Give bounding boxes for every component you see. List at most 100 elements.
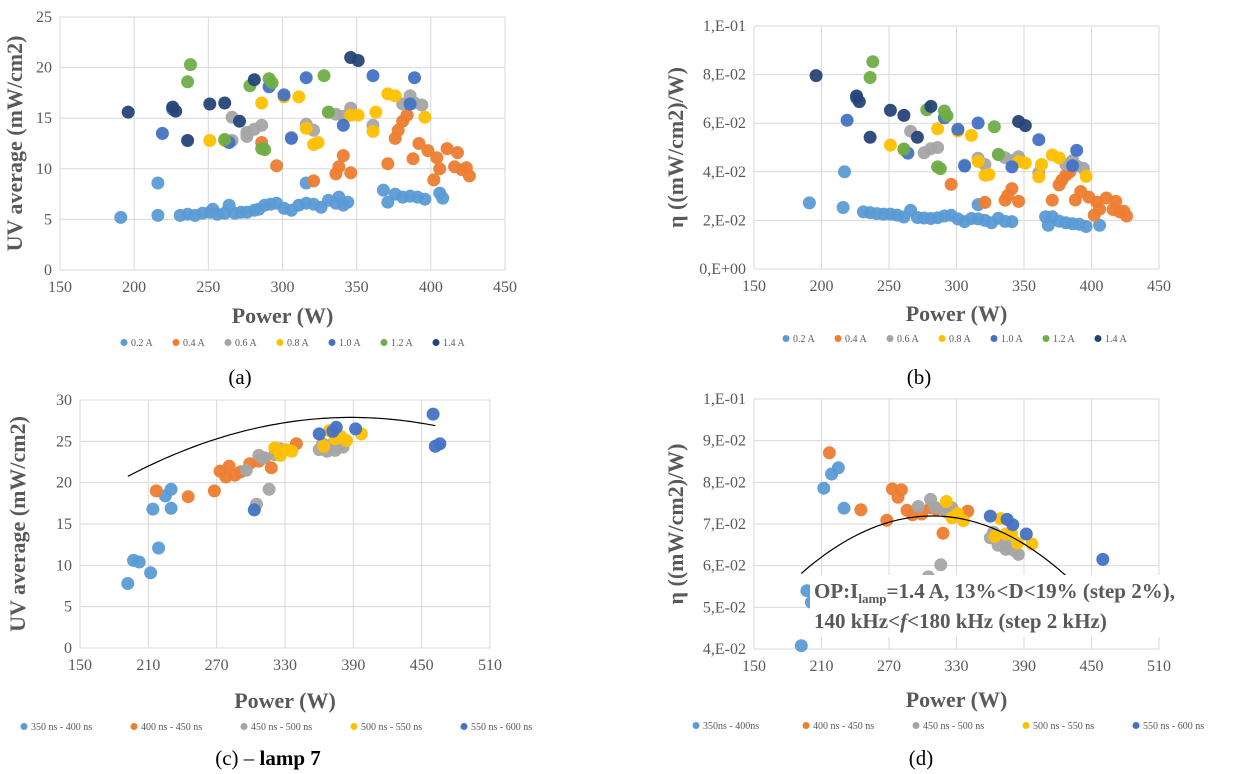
data-point bbox=[146, 503, 159, 516]
x-tick-label: 200 bbox=[122, 279, 146, 296]
data-point bbox=[218, 133, 231, 146]
data-point bbox=[992, 148, 1005, 161]
data-point bbox=[982, 168, 995, 181]
y-tick-label: 15 bbox=[56, 516, 72, 533]
x-tick-label: 330 bbox=[273, 657, 297, 674]
data-point bbox=[352, 54, 365, 67]
legend-label: 0.8 A bbox=[949, 334, 971, 345]
data-point bbox=[1093, 203, 1106, 216]
data-point bbox=[1053, 151, 1066, 164]
data-point bbox=[278, 88, 291, 101]
data-point bbox=[233, 115, 246, 128]
data-point bbox=[1032, 170, 1045, 183]
data-point bbox=[803, 196, 816, 209]
legend-marker bbox=[693, 722, 700, 729]
data-point bbox=[121, 577, 134, 590]
data-point bbox=[330, 421, 343, 434]
data-point bbox=[854, 503, 867, 516]
data-point bbox=[1020, 528, 1033, 541]
legend-label: 400 ns - 450 ns bbox=[141, 722, 202, 733]
legend: 0.2 A 0.4 A 0.6 A 0.8 A 1.0 A 1.2 A 1.4 A bbox=[121, 338, 466, 349]
x-tick-label: 510 bbox=[1147, 658, 1171, 675]
x-tick-label: 150 bbox=[48, 279, 72, 296]
y-tick-label: 8,E-02 bbox=[703, 67, 746, 84]
data-point bbox=[181, 75, 194, 88]
x-tick-label: 150 bbox=[68, 657, 92, 674]
data-point bbox=[1005, 182, 1018, 195]
data-point bbox=[897, 109, 910, 122]
data-point bbox=[152, 542, 165, 555]
legend-marker bbox=[913, 722, 920, 729]
data-point bbox=[451, 146, 464, 159]
legend: 350ns - 400ns 400 ns - 450 ns 450 ns - 500… bbox=[693, 721, 1205, 732]
data-point bbox=[258, 143, 271, 156]
x-tick-label: 350 bbox=[345, 279, 369, 296]
data-point bbox=[937, 527, 950, 540]
y-tick-label: 25 bbox=[36, 9, 52, 26]
legend-marker bbox=[21, 723, 28, 730]
y-tick-label: 2,E-02 bbox=[703, 212, 746, 229]
data-point bbox=[203, 134, 216, 147]
data-point bbox=[263, 483, 276, 496]
x-tick-label: 400 bbox=[419, 279, 443, 296]
data-point bbox=[864, 71, 877, 84]
data-point bbox=[945, 178, 958, 191]
annotation-op: OP:I bbox=[814, 579, 858, 603]
data-point bbox=[337, 119, 350, 132]
data-point bbox=[240, 464, 253, 477]
legend-marker bbox=[241, 723, 248, 730]
data-point bbox=[832, 461, 845, 474]
data-point bbox=[934, 558, 947, 571]
caption-b: (b) bbox=[907, 365, 932, 389]
x-tick-label: 270 bbox=[877, 658, 901, 675]
data-point bbox=[430, 151, 443, 164]
legend-marker bbox=[351, 723, 358, 730]
data-point bbox=[1019, 157, 1032, 170]
legend: 0.2 A 0.4 A 0.6 A 0.8 A 1.0 A 1.2 A 1.4 A bbox=[783, 334, 1128, 345]
legend-label: 450 ns - 500 ns bbox=[923, 721, 984, 732]
data-point bbox=[377, 184, 390, 197]
y-tick-label: 0 bbox=[64, 640, 72, 657]
y-tick-label: 6,E-02 bbox=[703, 558, 746, 575]
data-point bbox=[436, 192, 449, 205]
data-point bbox=[367, 69, 380, 82]
panel-a: 0 5 10 15 20 25 150 200 250 300 350 400 450 Power (W)… bbox=[2, 9, 517, 349]
caption-a: (a) bbox=[228, 365, 251, 389]
legend-marker bbox=[131, 723, 138, 730]
y-tick-label: 15 bbox=[36, 110, 52, 127]
data-point bbox=[884, 104, 897, 117]
data-point bbox=[300, 122, 313, 135]
data-point bbox=[1032, 133, 1045, 146]
data-point bbox=[817, 482, 830, 495]
legend-label: 1.2 A bbox=[1053, 334, 1075, 345]
legend-label: 400 ns - 450 ns bbox=[813, 721, 874, 732]
x-tick-label: 300 bbox=[271, 279, 295, 296]
data-point bbox=[972, 117, 985, 130]
data-point bbox=[156, 127, 169, 140]
data-point bbox=[965, 129, 978, 142]
data-point bbox=[257, 451, 270, 464]
legend-label: 350ns - 400ns bbox=[703, 721, 759, 732]
data-point bbox=[823, 446, 836, 459]
data-point bbox=[184, 58, 197, 71]
data-point bbox=[255, 119, 268, 132]
data-point bbox=[285, 132, 298, 145]
annotation-line-2: 140 kHz<f<180 kHz (step 2 kHz) bbox=[814, 609, 1107, 633]
data-point bbox=[418, 111, 431, 124]
legend-marker bbox=[1095, 335, 1102, 342]
data-point bbox=[912, 500, 925, 513]
y-tick-label: 0,E+00 bbox=[699, 261, 746, 278]
y-tick-label: 8,E-02 bbox=[703, 474, 746, 491]
data-point bbox=[1096, 553, 1109, 566]
legend-marker bbox=[225, 339, 232, 346]
data-point bbox=[266, 76, 279, 89]
data-point bbox=[318, 69, 331, 82]
data-point bbox=[427, 173, 440, 186]
legend-label: 1.0 A bbox=[339, 338, 361, 349]
data-point bbox=[1066, 159, 1079, 172]
x-axis-label: Power (W) bbox=[232, 303, 334, 328]
x-tick-label: 330 bbox=[945, 658, 969, 675]
legend-label: 500 ns - 550 ns bbox=[361, 722, 422, 733]
y-tick-label: 10 bbox=[56, 557, 72, 574]
data-point bbox=[866, 55, 879, 68]
